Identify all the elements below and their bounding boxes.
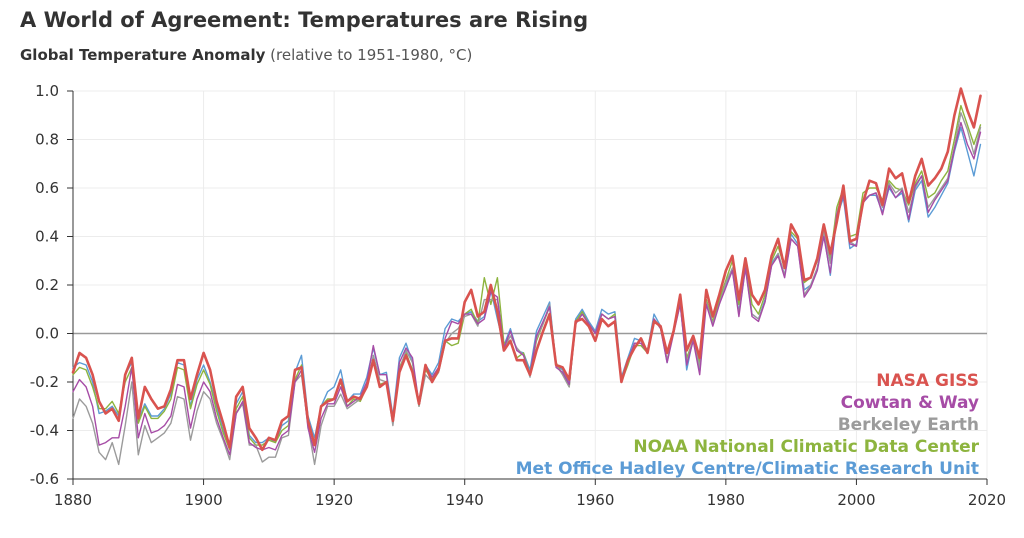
x-tick-label: 1980 bbox=[707, 491, 745, 509]
y-tick-label: -0.4 bbox=[30, 422, 59, 440]
chart-title: A World of Agreement: Temperatures are R… bbox=[20, 8, 589, 32]
y-tick-label: -0.2 bbox=[30, 373, 59, 391]
y-tick-label: 0.4 bbox=[35, 228, 59, 246]
legend-entry: Cowtan & Way bbox=[841, 393, 979, 413]
x-tick-label: 1900 bbox=[184, 491, 222, 509]
x-tick-label: 2020 bbox=[968, 491, 1006, 509]
legend-entry: NASA GISS bbox=[876, 371, 979, 391]
axes bbox=[67, 90, 988, 485]
legend-entry: NOAA National Climatic Data Center bbox=[633, 437, 979, 457]
y-tick-label: 0.0 bbox=[35, 325, 59, 343]
x-tick-label: 2000 bbox=[837, 491, 875, 509]
x-tick-label: 1960 bbox=[576, 491, 614, 509]
y-tick-label: 1.0 bbox=[35, 82, 59, 100]
y-tick-label: 0.2 bbox=[35, 276, 59, 294]
y-tick-label: 0.8 bbox=[35, 131, 59, 149]
series-line-nasa-giss bbox=[71, 87, 982, 452]
y-tick-label: 0.6 bbox=[35, 179, 59, 197]
legend-entry: Berkeley Earth bbox=[838, 415, 979, 435]
subtitle-note: (relative to 1951-1980, °C) bbox=[270, 46, 473, 64]
series-lines bbox=[71, 87, 982, 466]
tick-labels: 1.0 0.8 0.6 0.4 0.2 0.0 -0.2 -0.4 -0.6 1880 1900 19… bbox=[30, 82, 1006, 509]
x-tick-label: 1940 bbox=[446, 491, 484, 509]
subtitle-main: Global Temperature Anomaly bbox=[20, 46, 266, 64]
legend-entry: Met Office Hadley Centre/Climatic Resear… bbox=[516, 459, 979, 479]
y-tick-label: -0.6 bbox=[30, 470, 59, 488]
x-tick-label: 1880 bbox=[54, 491, 92, 509]
chart-subtitle: Global Temperature Anomaly (relative to … bbox=[20, 46, 472, 64]
x-tick-label: 1920 bbox=[315, 491, 353, 509]
